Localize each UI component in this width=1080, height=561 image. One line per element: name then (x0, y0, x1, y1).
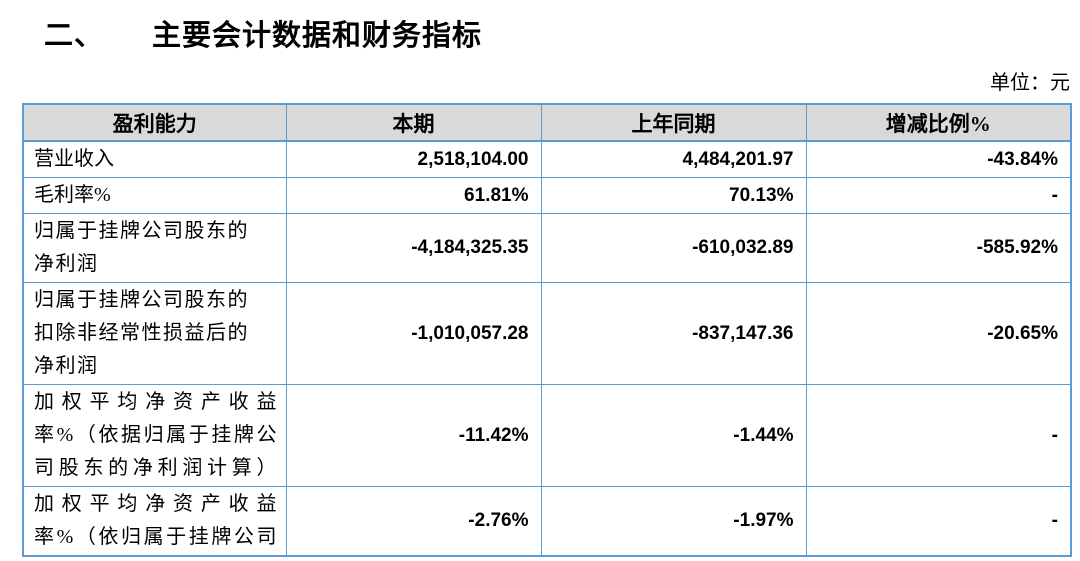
cell-prior-value: 4,484,201.97 (540, 140, 807, 178)
cell-change-value: - (805, 177, 1072, 214)
row-label-operating-revenue: 营业收入 (22, 140, 287, 178)
table-row: 加权平均净资产收益 率%（依据归属于挂牌公 司股东的净利润计算） -11.42%… (22, 384, 1072, 487)
column-header-change-ratio: 增减比例% (805, 103, 1072, 142)
column-header-prior-period: 上年同期 (540, 103, 807, 142)
cell-prior-value: -1.44% (540, 384, 807, 487)
row-label-gross-margin: 毛利率% (22, 177, 287, 214)
cell-current-value: 2,518,104.00 (285, 140, 542, 178)
table-row: 归属于挂牌公司股东的 净利润 -4,184,325.35 -610,032.89… (22, 213, 1072, 283)
cell-current-value: -4,184,325.35 (285, 213, 542, 283)
table-row: 归属于挂牌公司股东的 扣除非经常性损益后的 净利润 -1,010,057.28 … (22, 282, 1072, 385)
cell-change-value: - (805, 384, 1072, 487)
financial-indicators-table: 盈利能力 本期 上年同期 增减比例% 营业收入 2,518,104.00 4,4… (22, 103, 1072, 557)
column-header-profitability: 盈利能力 (22, 103, 287, 142)
cell-prior-value: -837,147.36 (540, 282, 807, 385)
cell-current-value: -1,010,057.28 (285, 282, 542, 385)
column-header-current-period: 本期 (285, 103, 542, 142)
row-label-weighted-avg-roe-net-profit: 加权平均净资产收益 率%（依据归属于挂牌公 司股东的净利润计算） (22, 384, 287, 487)
cell-change-value: -43.84% (805, 140, 1072, 178)
unit-label: 单位：元 (990, 72, 1070, 94)
cell-change-value: -20.65% (805, 282, 1072, 385)
row-label-net-profit-excl-nonrecurring: 归属于挂牌公司股东的 扣除非经常性损益后的 净利润 (22, 282, 287, 385)
cell-prior-value: -1.97% (540, 486, 807, 557)
table-row: 毛利率% 61.81% 70.13% - (22, 177, 1072, 214)
cell-current-value: -11.42% (285, 384, 542, 487)
section-number: 二、 (44, 20, 105, 52)
page-title: 主要会计数据和财务指标 (152, 20, 483, 52)
row-label-net-profit-attributable: 归属于挂牌公司股东的 净利润 (22, 213, 287, 283)
cell-current-value: -2.76% (285, 486, 542, 557)
cell-current-value: 61.81% (285, 177, 542, 214)
cell-prior-value: 70.13% (540, 177, 807, 214)
row-label-weighted-avg-roe-truncated: 加权平均净资产收益 率%（依归属于挂牌公司 (22, 486, 287, 557)
table-row: 加权平均净资产收益 率%（依归属于挂牌公司 -2.76% -1.97% - (22, 486, 1072, 557)
section-title: 二、 主要会计数据和财务指标 (44, 12, 482, 54)
cell-change-value: - (805, 486, 1072, 557)
table-header-row: 盈利能力 本期 上年同期 增减比例% (22, 103, 1072, 142)
cell-prior-value: -610,032.89 (540, 213, 807, 283)
table-row: 营业收入 2,518,104.00 4,484,201.97 -43.84% (22, 140, 1072, 178)
cell-change-value: -585.92% (805, 213, 1072, 283)
